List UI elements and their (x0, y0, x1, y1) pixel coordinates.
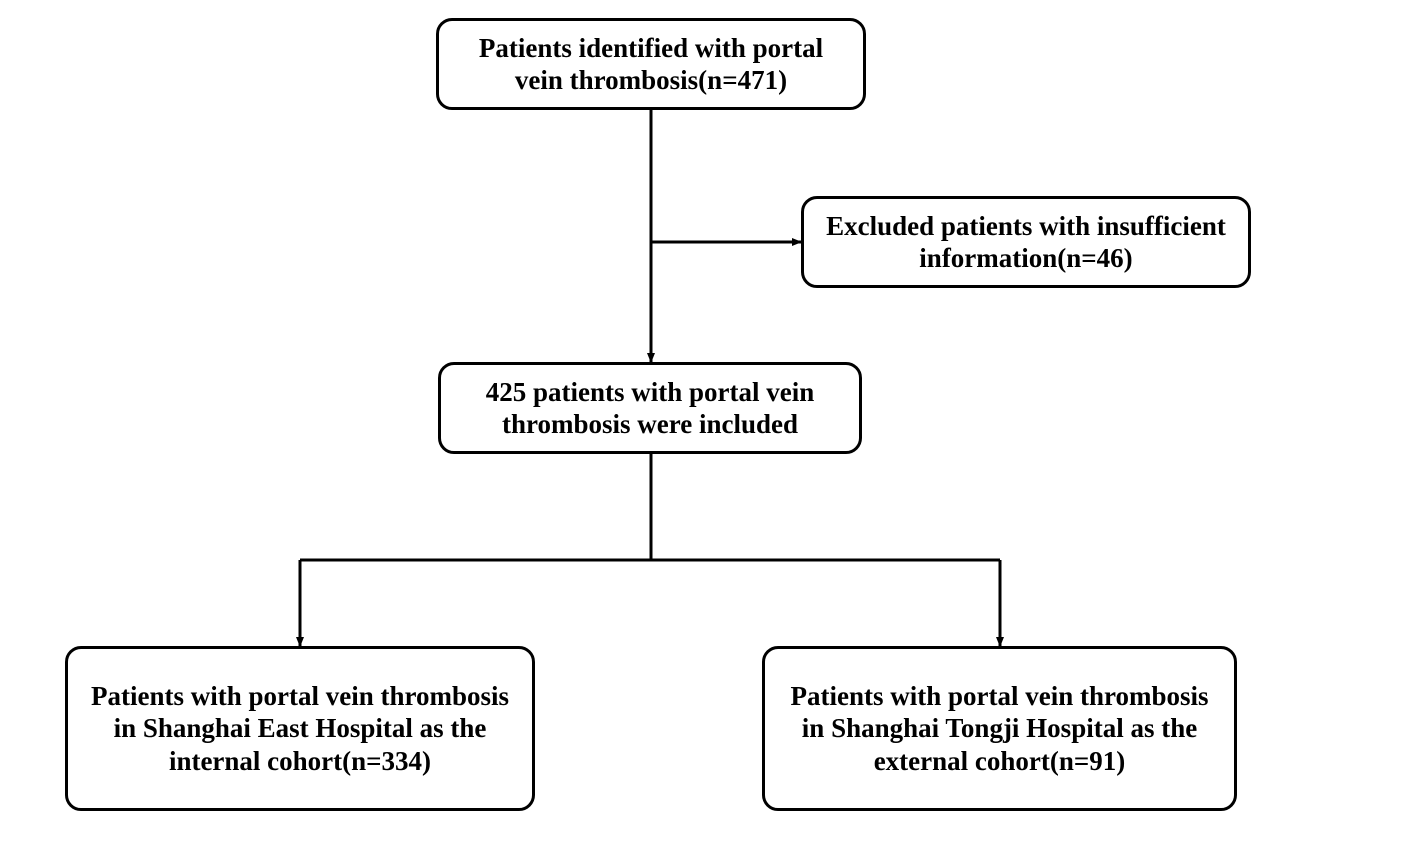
node-text: Patients identified with portal vein thr… (453, 32, 849, 97)
node-internal-cohort: Patients with portal vein thrombosis in … (65, 646, 535, 811)
node-identified-patients: Patients identified with portal vein thr… (436, 18, 866, 110)
flowchart-canvas: Patients identified with portal vein thr… (0, 0, 1416, 844)
node-text: Excluded patients with insufficient info… (818, 210, 1234, 275)
node-text: 425 patients with portal vein thrombosis… (455, 376, 845, 441)
node-excluded-patients: Excluded patients with insufficient info… (801, 196, 1251, 288)
node-included-patients: 425 patients with portal vein thrombosis… (438, 362, 862, 454)
node-text: Patients with portal vein thrombosis in … (82, 680, 518, 777)
node-external-cohort: Patients with portal vein thrombosis in … (762, 646, 1237, 811)
node-text: Patients with portal vein thrombosis in … (779, 680, 1220, 777)
